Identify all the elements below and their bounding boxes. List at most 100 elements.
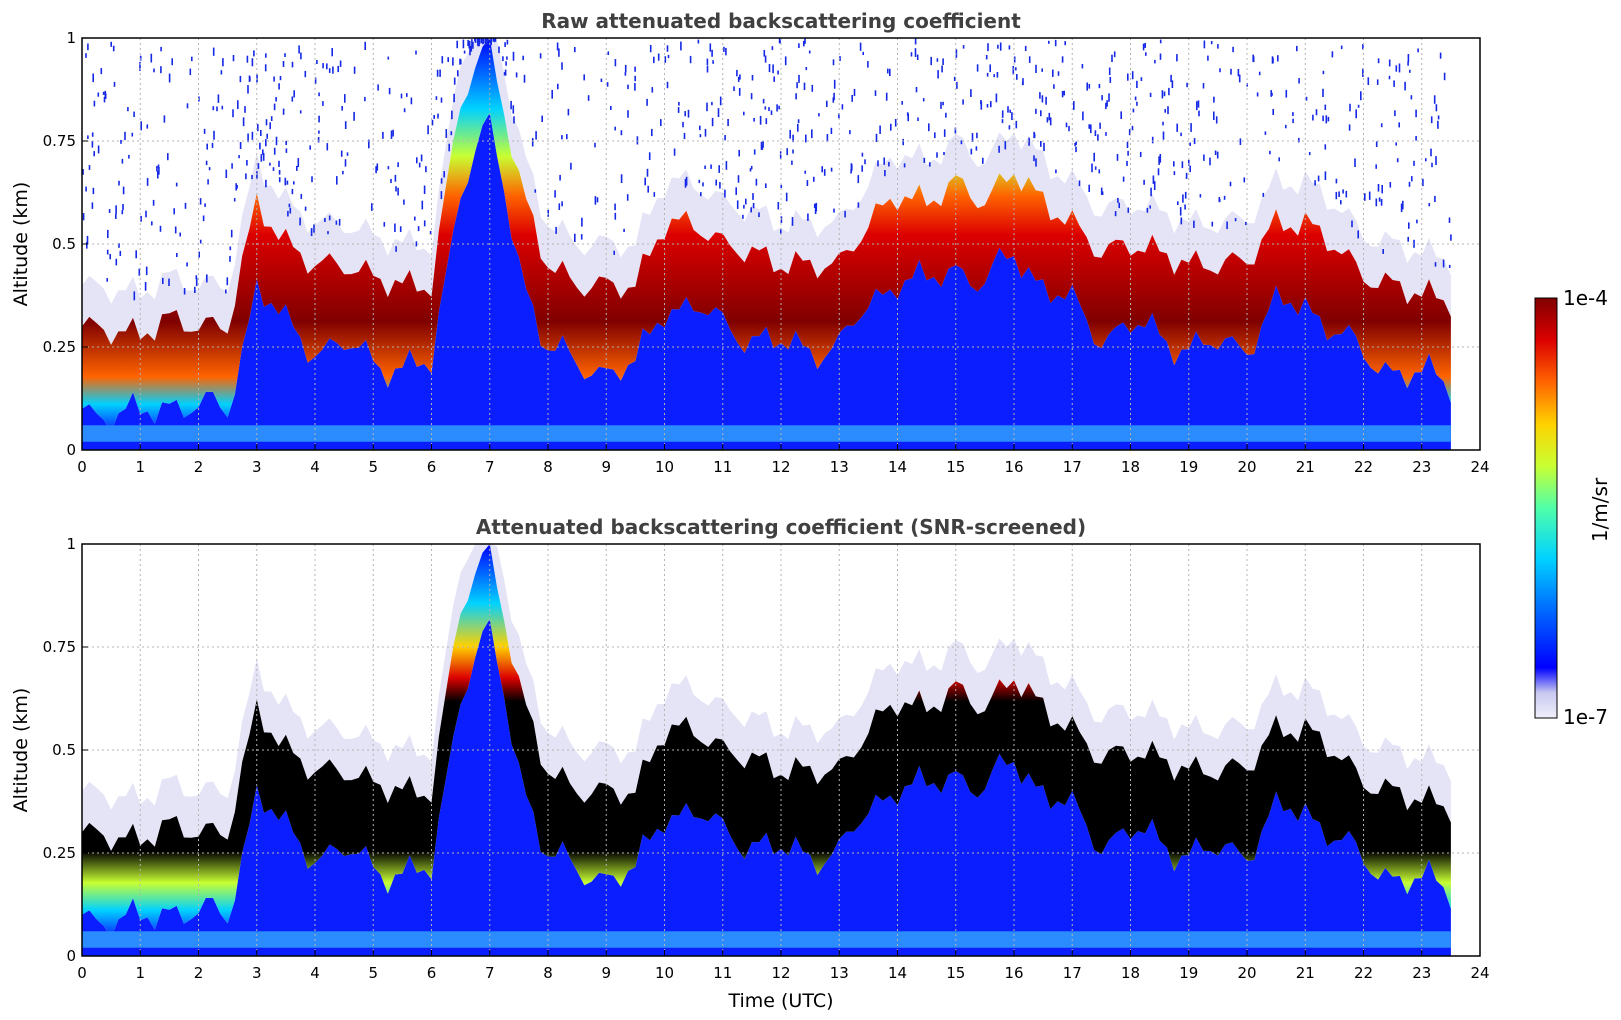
noise-speck (1198, 110, 1200, 117)
noise-speck (561, 135, 563, 140)
noise-speck (1159, 39, 1162, 44)
noise-speck (727, 119, 729, 127)
noise-speck (917, 117, 919, 121)
noise-speck (160, 46, 162, 52)
noise-speck (797, 119, 800, 124)
noise-speck (332, 66, 334, 74)
noise-speck (371, 203, 373, 211)
noise-speck (85, 53, 87, 58)
noise-speck (436, 69, 439, 77)
x-tick-label: 13 (830, 458, 849, 476)
noise-speck (574, 47, 576, 53)
colorbar-max-label: 1e-4 (1563, 286, 1608, 310)
x-tick-label: 22 (1354, 458, 1373, 476)
noise-speck (1415, 136, 1417, 141)
noise-speck (85, 186, 87, 192)
noise-speck (1312, 114, 1314, 121)
noise-speck (291, 61, 294, 68)
noise-speck (1171, 80, 1174, 88)
noise-speck (440, 178, 443, 184)
noise-speck (851, 164, 853, 171)
noise-speck (1413, 160, 1415, 166)
noise-speck (1388, 75, 1391, 80)
noise-speck (777, 202, 780, 210)
noise-speck (916, 54, 919, 60)
noise-speck (1217, 44, 1219, 49)
y-tick-label: 0.75 (43, 638, 76, 656)
noise-speck (1075, 141, 1077, 145)
noise-speck (624, 64, 627, 73)
noise-speck (1193, 220, 1195, 228)
noise-speck (485, 38, 487, 46)
noise-speck (1305, 96, 1308, 101)
noise-speck (677, 107, 680, 113)
noise-speck (293, 90, 295, 98)
noise-speck (1216, 151, 1219, 159)
noise-speck (397, 162, 399, 168)
noise-speck (437, 113, 439, 119)
noise-speck (962, 45, 965, 49)
noise-speck (768, 107, 770, 111)
noise-speck (771, 46, 774, 51)
noise-speck (614, 59, 617, 67)
x-tick-label: 22 (1354, 964, 1373, 982)
y-tick-label: 0.5 (52, 235, 76, 253)
noise-speck (936, 58, 939, 62)
noise-speck (712, 60, 714, 64)
noise-speck (923, 157, 926, 163)
noise-speck (780, 184, 783, 189)
noise-speck (515, 72, 518, 78)
noise-speck (251, 58, 254, 67)
noise-speck (555, 226, 557, 234)
noise-speck (1158, 156, 1160, 165)
noise-speck (1188, 159, 1190, 166)
noise-speck (316, 60, 318, 64)
noise-speck (884, 170, 886, 177)
noise-speck (284, 177, 287, 186)
noise-speck (1408, 222, 1410, 229)
noise-speck (447, 57, 449, 62)
noise-speck (429, 231, 432, 235)
x-tick-label: 16 (1004, 458, 1023, 476)
noise-speck (879, 125, 881, 134)
noise-speck (272, 167, 275, 171)
noise-speck (313, 224, 315, 233)
noise-speck (1327, 116, 1330, 122)
noise-speck (470, 45, 473, 52)
noise-speck (594, 196, 597, 205)
noise-speck (1256, 92, 1259, 97)
noise-speck (1345, 190, 1348, 198)
noise-speck (1324, 171, 1327, 180)
noise-speck (762, 141, 764, 148)
noise-speck (468, 42, 470, 49)
noise-speck (353, 66, 356, 74)
noise-speck (457, 70, 459, 77)
noise-speck (176, 253, 178, 257)
noise-speck (336, 176, 338, 185)
noise-speck (1193, 138, 1196, 145)
noise-speck (833, 208, 835, 213)
noise-speck (1431, 162, 1433, 168)
x-tick-label: 7 (485, 964, 495, 982)
noise-speck (256, 171, 258, 179)
noise-speck (785, 192, 788, 202)
noise-speck (498, 46, 500, 54)
x-tick-label: 21 (1296, 964, 1315, 982)
noise-speck (1354, 158, 1356, 167)
noise-speck (397, 187, 399, 196)
noise-speck (1335, 191, 1338, 200)
noise-speck (1106, 100, 1108, 107)
noise-speck (1162, 121, 1164, 126)
noise-speck (471, 39, 473, 47)
noise-speck (1277, 55, 1279, 62)
noise-speck (1338, 191, 1340, 197)
noise-speck (186, 262, 188, 267)
x-tick-label: 7 (485, 458, 495, 476)
noise-speck (91, 141, 94, 148)
noise-speck (239, 75, 242, 83)
noise-speck (1004, 141, 1007, 150)
noise-speck (749, 168, 752, 172)
noise-speck (109, 253, 111, 260)
noise-speck (704, 165, 706, 169)
noise-speck (742, 214, 744, 219)
